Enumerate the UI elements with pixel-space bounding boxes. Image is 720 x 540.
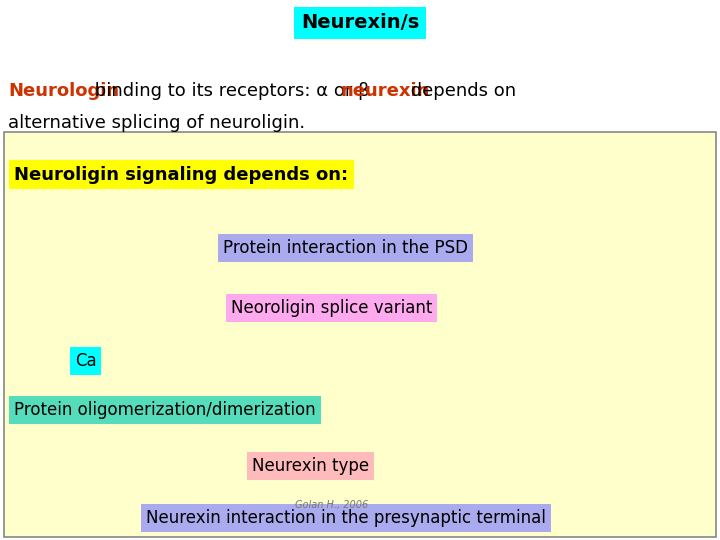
Text: Neurexin/s: Neurexin/s xyxy=(301,14,419,32)
Text: Neurexin interaction in the presynaptic terminal: Neurexin interaction in the presynaptic … xyxy=(146,509,546,527)
Text: Neurexin type: Neurexin type xyxy=(251,457,369,475)
Text: alternative splicing of neuroligin.: alternative splicing of neuroligin. xyxy=(8,114,305,132)
Text: Neoroligin splice variant: Neoroligin splice variant xyxy=(231,300,432,318)
Text: Golan H., 2006: Golan H., 2006 xyxy=(295,500,368,510)
FancyBboxPatch shape xyxy=(4,132,716,537)
Text: Neuroligin signaling depends on:: Neuroligin signaling depends on: xyxy=(14,166,348,184)
Text: binding to its receptors: α or β: binding to its receptors: α or β xyxy=(89,83,375,100)
Text: Protein oligomerization/dimerization: Protein oligomerization/dimerization xyxy=(14,401,316,418)
Text: Neurologin: Neurologin xyxy=(8,83,119,100)
Text: Ca: Ca xyxy=(75,352,96,370)
Text: Protein interaction in the PSD: Protein interaction in the PSD xyxy=(223,239,468,256)
Text: neurexin: neurexin xyxy=(341,83,430,100)
Text: depends on: depends on xyxy=(405,83,516,100)
